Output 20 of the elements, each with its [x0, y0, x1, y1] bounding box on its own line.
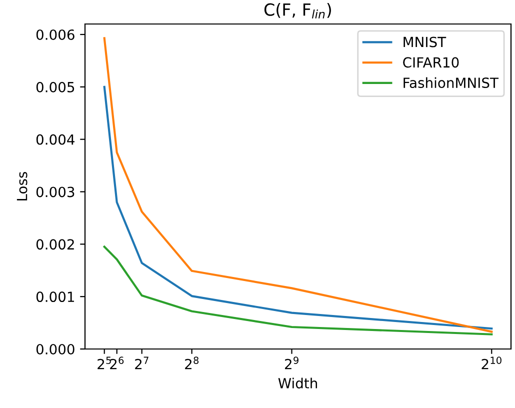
x-tick-label: 2$^{7}$ — [135, 356, 148, 370]
y-tick-label: 0.003 — [36, 186, 74, 198]
x-tick-label: 2$^{5}$ — [98, 356, 111, 370]
y-tick-label: 0.001 — [36, 292, 74, 302]
y-tick-label: 0.005 — [36, 82, 74, 92]
y-tick-label: 0.004 — [36, 134, 74, 145]
x-tick-label: 2$^{10}$ — [482, 356, 502, 370]
legend-label: CIFAR10 — [403, 57, 459, 68]
chart-title: C(F, F$_{lin}$) — [264, 3, 331, 18]
legend-label: MNIST — [404, 36, 446, 48]
legend-label: FashionMNIST — [404, 77, 499, 88]
x-tick-label: 2$^{9}$ — [284, 356, 298, 370]
y-tick-label: 0.000 — [36, 344, 74, 354]
y-axis-title: Loss — [16, 172, 28, 200]
y-tick-label: 0.002 — [36, 239, 74, 250]
y-tick-label: 0.006 — [36, 29, 74, 40]
x-tick-label: 2$^{8}$ — [185, 356, 199, 370]
x-tick-label: 2$^{6}$ — [110, 356, 124, 370]
x-axis-title: Width — [278, 378, 317, 388]
line-series — [103, 246, 493, 336]
